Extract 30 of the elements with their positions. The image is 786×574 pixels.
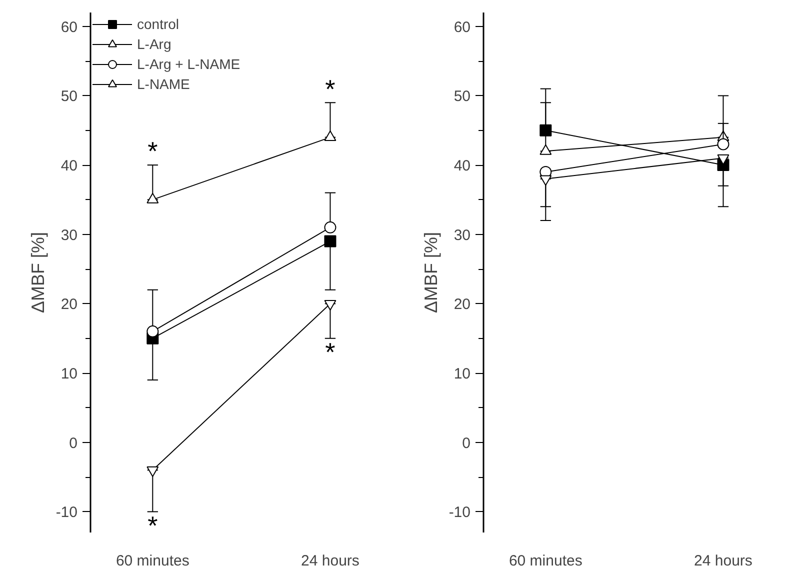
y-tick-label: 40 xyxy=(454,158,471,175)
y-tick-label: 50 xyxy=(454,88,471,106)
annotation: * xyxy=(148,136,158,166)
legend-label: L-Arg + L-NAME xyxy=(137,55,240,73)
x-tick-label: 60 minutes xyxy=(116,552,190,570)
legend-label: L-NAME xyxy=(137,75,190,93)
y-axis-title: ΔMBF [%] xyxy=(28,232,48,314)
y-tick-label: 0 xyxy=(462,434,470,452)
y-tick-label: 0 xyxy=(69,434,78,452)
legend-label: control xyxy=(137,15,180,33)
y-axis-title: ΔMBF [%] xyxy=(420,232,441,314)
annotation: * xyxy=(325,74,336,104)
y-tick-label: 10 xyxy=(454,366,471,383)
y-tick-label: 30 xyxy=(454,226,471,244)
y-tick-label: 10 xyxy=(60,366,78,383)
y-tick-label: 20 xyxy=(60,296,78,314)
x-tick-label: 60 minutes xyxy=(508,552,582,570)
y-tick-label: 30 xyxy=(60,226,78,244)
x-tick-label: 24 hours xyxy=(301,552,360,570)
y-tick-label: 60 xyxy=(454,18,471,36)
y-tick-label: 50 xyxy=(60,88,78,106)
annotation: * xyxy=(148,510,158,541)
y-tick-label: -10 xyxy=(448,504,471,522)
y-tick-label: -10 xyxy=(56,504,78,522)
x-tick-label: 24 hours xyxy=(694,552,752,570)
y-tick-label: 40 xyxy=(60,158,78,175)
legend-label: L-Arg xyxy=(137,35,172,53)
y-tick-label: 20 xyxy=(454,296,471,314)
y-tick-label: 60 xyxy=(60,18,78,36)
annotation: * xyxy=(325,337,336,368)
